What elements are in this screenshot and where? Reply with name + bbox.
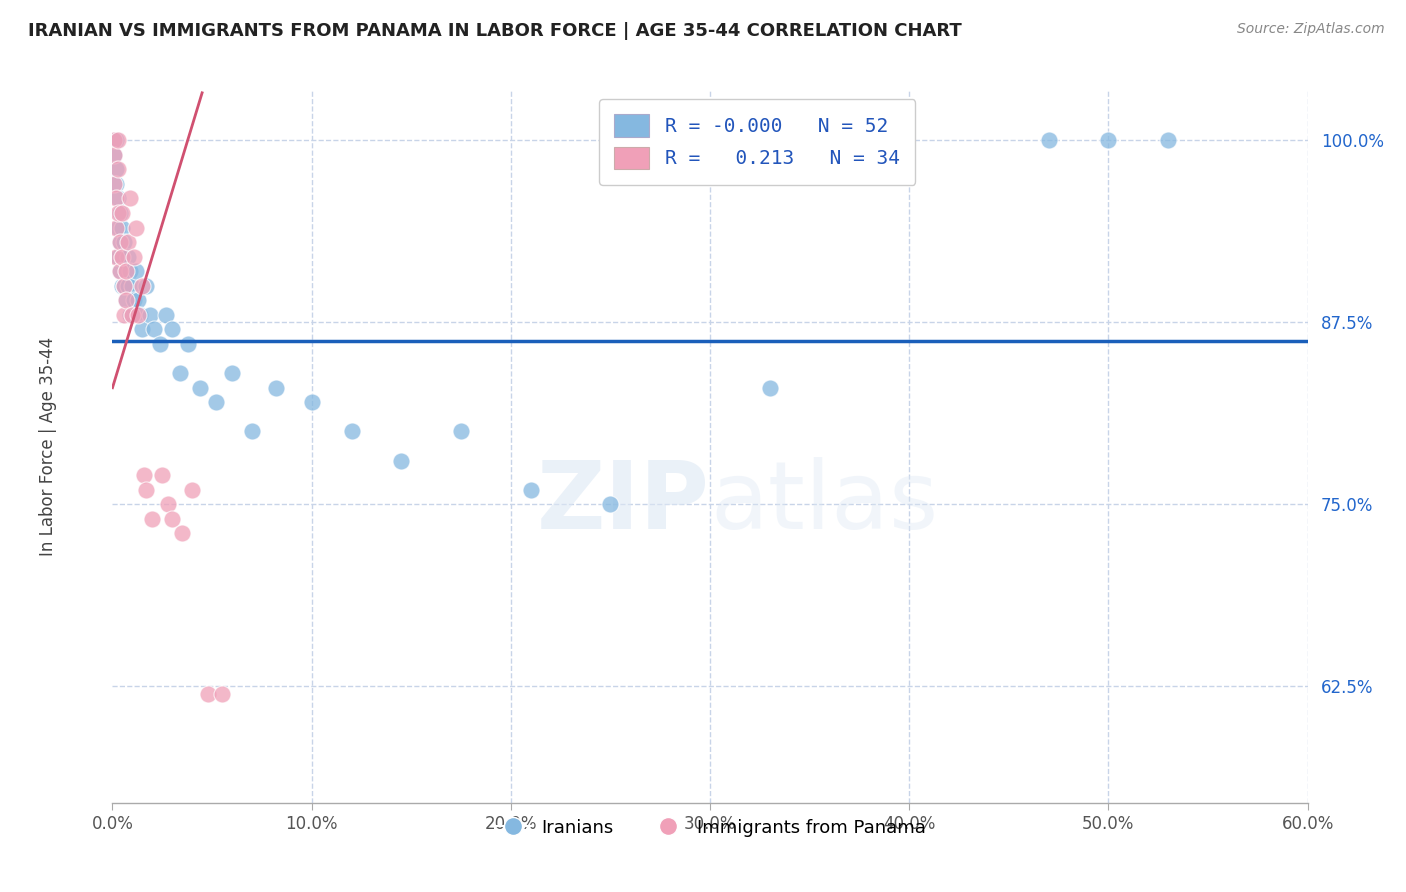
Point: [115, 293, 138, 308]
Point: [114, 308, 135, 322]
Point: [107, 206, 129, 220]
Point: [157, 497, 180, 511]
Point: [125, 264, 148, 278]
Point: [117, 235, 139, 249]
Point: [134, 468, 156, 483]
Legend: Iranians, Immigrants from Panama: Iranians, Immigrants from Panama: [488, 812, 932, 844]
Point: [103, 147, 125, 161]
Point: [181, 483, 204, 497]
Point: [131, 278, 153, 293]
Point: [105, 177, 128, 191]
Point: [121, 308, 143, 322]
Point: [111, 250, 134, 264]
Point: [1038, 133, 1060, 147]
Point: [115, 264, 138, 278]
Text: atlas: atlas: [710, 457, 938, 549]
Text: Source: ZipAtlas.com: Source: ZipAtlas.com: [1237, 22, 1385, 37]
Point: [127, 308, 149, 322]
Text: IRANIAN VS IMMIGRANTS FROM PANAMA IN LABOR FORCE | AGE 35-44 CORRELATION CHART: IRANIAN VS IMMIGRANTS FROM PANAMA IN LAB…: [28, 22, 962, 40]
Point: [139, 308, 162, 322]
Point: [107, 162, 129, 177]
Point: [121, 308, 143, 322]
Point: [240, 425, 263, 439]
Point: [110, 264, 132, 278]
Point: [121, 278, 143, 293]
Point: [111, 206, 134, 220]
Point: [105, 191, 128, 205]
Point: [110, 235, 132, 249]
Point: [103, 133, 125, 147]
Point: [172, 526, 194, 541]
Point: [103, 177, 125, 191]
Point: [110, 206, 132, 220]
Point: [135, 483, 157, 497]
Point: [155, 308, 177, 322]
Point: [111, 250, 134, 264]
Point: [114, 278, 135, 293]
Point: [105, 250, 128, 264]
Point: [1157, 133, 1180, 147]
Point: [124, 293, 146, 308]
Point: [135, 278, 157, 293]
Point: [103, 147, 125, 161]
Point: [197, 687, 219, 701]
Point: [150, 468, 173, 483]
Point: [125, 220, 148, 235]
Point: [131, 322, 153, 336]
Point: [143, 322, 166, 336]
Point: [110, 264, 132, 278]
Point: [205, 395, 228, 409]
Point: [111, 220, 134, 235]
Point: [105, 220, 128, 235]
Point: [117, 250, 139, 264]
Point: [105, 162, 128, 177]
Point: [117, 278, 139, 293]
Point: [107, 191, 129, 205]
Point: [127, 293, 149, 308]
Point: [177, 337, 200, 351]
Point: [115, 293, 138, 308]
Point: [107, 220, 129, 235]
Y-axis label: In Labor Force | Age 35-44: In Labor Force | Age 35-44: [39, 336, 56, 556]
Point: [162, 322, 183, 336]
Point: [221, 366, 243, 380]
Point: [105, 133, 128, 147]
Point: [124, 250, 146, 264]
Point: [120, 264, 142, 278]
Point: [301, 395, 323, 409]
Text: ZIP: ZIP: [537, 457, 710, 549]
Point: [111, 278, 134, 293]
Point: [114, 278, 135, 293]
Point: [114, 235, 135, 249]
Point: [107, 250, 129, 264]
Point: [389, 453, 412, 467]
Point: [450, 425, 472, 439]
Point: [141, 512, 163, 526]
Point: [340, 425, 363, 439]
Point: [107, 133, 129, 147]
Point: [110, 235, 132, 249]
Point: [211, 687, 233, 701]
Point: [264, 381, 287, 395]
Point: [120, 191, 142, 205]
Point: [599, 497, 621, 511]
Point: [115, 264, 138, 278]
Point: [120, 308, 142, 322]
Point: [169, 366, 191, 380]
Point: [1097, 133, 1119, 147]
Point: [188, 381, 211, 395]
Point: [520, 483, 543, 497]
Point: [129, 308, 152, 322]
Point: [162, 512, 183, 526]
Point: [759, 381, 782, 395]
Point: [103, 133, 125, 147]
Point: [149, 337, 172, 351]
